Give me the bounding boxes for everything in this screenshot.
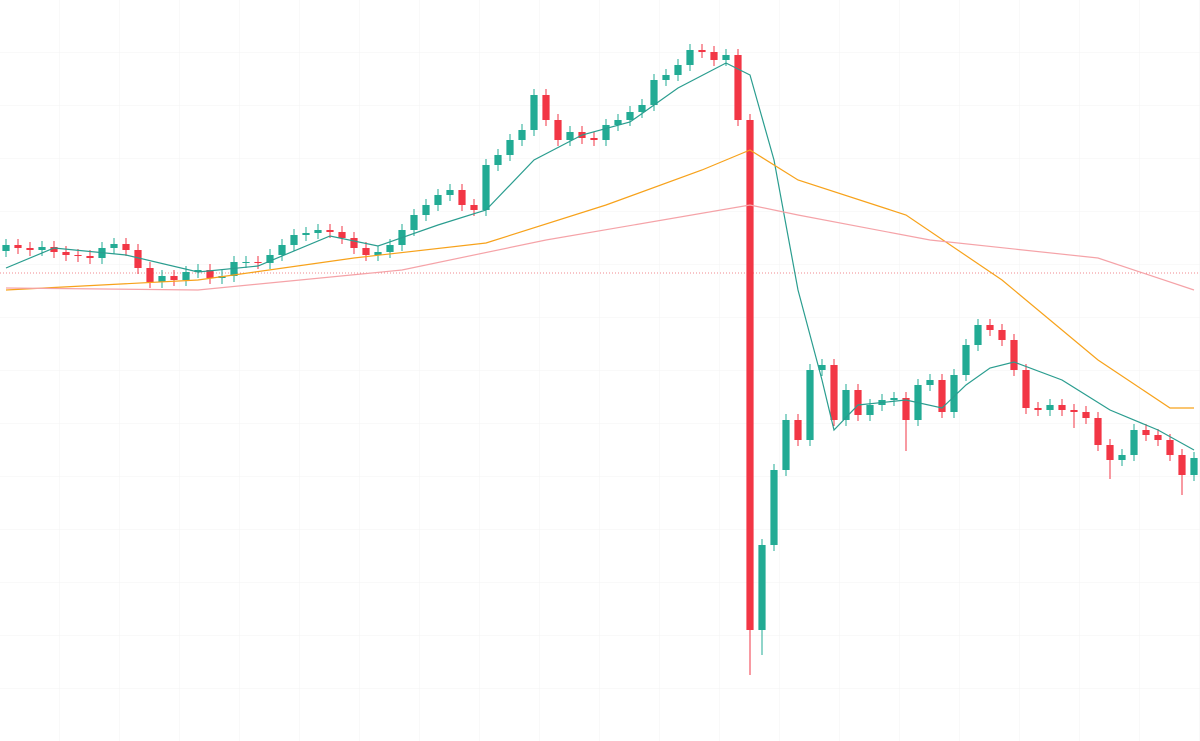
candle-body — [806, 370, 814, 440]
candle-body — [926, 380, 934, 385]
candle-body — [386, 245, 394, 252]
candle-body — [2, 245, 10, 251]
candle-body — [842, 390, 850, 420]
candle-body — [50, 247, 58, 252]
candle-body — [1046, 405, 1054, 410]
candle-body — [758, 545, 766, 630]
candle-body — [734, 55, 742, 120]
candle-body — [1058, 405, 1066, 410]
candle-body — [1142, 430, 1150, 435]
candle-body — [554, 120, 562, 140]
candle-body — [518, 130, 526, 140]
candle-body — [890, 398, 898, 400]
candle-body — [1082, 412, 1090, 418]
candle-body — [998, 330, 1006, 340]
candle-body — [602, 125, 610, 140]
candle-body — [278, 245, 286, 255]
candle-body — [14, 245, 22, 248]
candle-body — [350, 238, 358, 248]
candle-body — [614, 120, 622, 125]
candle-body — [1070, 410, 1078, 412]
candle-body — [722, 55, 730, 60]
candle-body — [1154, 435, 1162, 440]
candle-body — [74, 255, 82, 256]
candle-body — [434, 195, 442, 205]
candle-body — [1010, 340, 1018, 370]
candle-body — [794, 420, 802, 440]
candle-body — [650, 80, 658, 105]
candle-body — [1130, 430, 1138, 455]
candle-body — [938, 380, 946, 412]
candle-body — [1166, 440, 1174, 455]
candle-body — [698, 50, 706, 52]
candle-body — [566, 132, 574, 140]
candle-body — [1106, 445, 1114, 460]
moving-average-line — [5, 149, 1194, 409]
candle-body — [710, 52, 718, 60]
candle-body — [638, 105, 646, 112]
candle-body — [782, 420, 790, 470]
candle-body — [494, 155, 502, 165]
candle-body — [146, 268, 154, 282]
candle-body — [158, 276, 166, 282]
candle-body — [590, 138, 598, 140]
candle-body — [170, 276, 178, 280]
candle-body — [458, 190, 466, 205]
candle-body — [854, 390, 862, 415]
candle-body — [746, 120, 754, 630]
candle-body — [266, 255, 274, 263]
candle-body — [182, 272, 190, 280]
candle-body — [86, 256, 94, 258]
candle-body — [662, 75, 670, 80]
candle-body — [686, 50, 694, 65]
candle-body — [374, 252, 382, 255]
candle-body — [542, 95, 550, 120]
candle-body — [194, 270, 202, 272]
candle-body — [986, 325, 994, 330]
candle-body — [422, 205, 430, 215]
candle-body — [242, 262, 250, 263]
candle-body — [326, 230, 334, 232]
candle-body — [470, 205, 478, 210]
candle-body — [626, 112, 634, 120]
candle-body — [830, 365, 838, 420]
candle-body — [1118, 455, 1126, 460]
candle-body — [122, 244, 130, 250]
candle-body — [1034, 408, 1042, 410]
candle-body — [866, 405, 874, 415]
candle-body — [290, 235, 298, 245]
candle-body — [1094, 418, 1102, 445]
candle-body — [314, 230, 322, 233]
candle-body — [674, 65, 682, 75]
candle-body — [950, 375, 958, 412]
candle-body — [974, 325, 982, 345]
candle-body — [38, 247, 46, 250]
candle-body — [338, 232, 346, 238]
candle-body — [770, 470, 778, 545]
candle-body — [530, 95, 538, 130]
candle-body — [818, 365, 826, 370]
candle-body — [506, 140, 514, 155]
candle-body — [134, 250, 142, 268]
candle-body — [1178, 455, 1186, 475]
candle-body — [410, 215, 418, 230]
candle-body — [482, 165, 490, 210]
moving-average-line — [5, 204, 1195, 291]
candle-body — [1022, 370, 1030, 408]
moving-average-line — [5, 62, 1195, 451]
candle-body — [206, 270, 214, 278]
candle-body — [302, 233, 310, 235]
candle-body — [26, 248, 34, 250]
candle-body — [62, 252, 70, 255]
candle-body — [1190, 458, 1198, 475]
candle-body — [254, 262, 262, 263]
candle-body — [362, 248, 370, 255]
candle-body — [446, 190, 454, 195]
candle-body — [962, 345, 970, 375]
candle-body — [110, 244, 118, 248]
candle-body — [902, 398, 910, 420]
